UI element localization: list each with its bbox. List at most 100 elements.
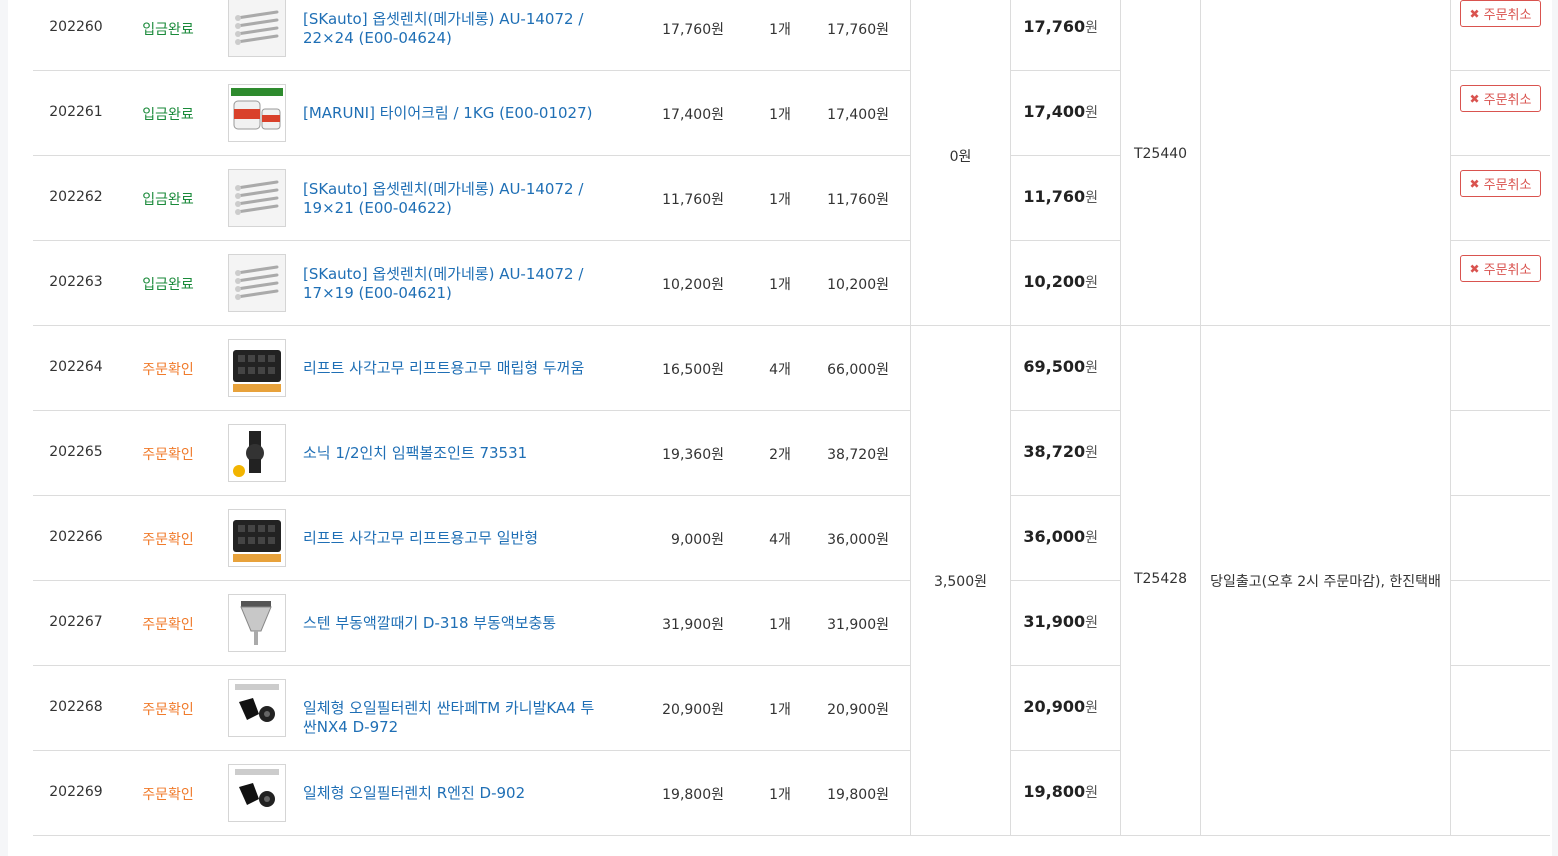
rubber-product-image [229, 510, 285, 566]
product-thumbnail[interactable] [228, 339, 286, 397]
product-name-link[interactable]: 소닉 1/2인치 임팩볼조인트 73531 [303, 444, 528, 462]
currency-unit: 원 [1085, 360, 1098, 376]
cancel-order-label: 주문취소 [1483, 178, 1532, 193]
group-divider [910, 835, 1550, 836]
action-cell [1451, 496, 1550, 581]
cancel-order-button[interactable]: ✖ 주문취소 [1460, 170, 1541, 197]
product-thumbnail[interactable] [228, 0, 286, 57]
product-thumbnail[interactable] [228, 594, 286, 652]
payment-amount-value: 38,720 [1023, 442, 1086, 461]
unit-price: 20,900원 [662, 702, 724, 718]
action-cell: ✖ 주문취소 [1451, 156, 1550, 241]
product-name-link[interactable]: [SKauto] 옵셋렌치(메가네롱) AU-14072 / 22×24 (E0… [303, 10, 584, 47]
currency-unit: 원 [1085, 105, 1098, 121]
unit-price: 19,360원 [662, 447, 724, 463]
cancel-order-button[interactable]: ✖ 주문취소 [1460, 85, 1541, 112]
divider [1200, 0, 1201, 836]
quantity: 1개 [769, 107, 791, 123]
product-name-link[interactable]: [SKauto] 옵셋렌치(메가네롱) AU-14072 / 17×19 (E0… [303, 265, 584, 302]
product-name-link[interactable]: 리프트 사각고무 리프트용고무 매립형 두꺼움 [303, 359, 585, 377]
order-status: 주문확인 [142, 617, 194, 633]
payment-total: 11,760원 [1011, 156, 1120, 241]
product-name-link[interactable]: [MARUNI] 타이어크림 / 1KG (E00-01027) [303, 104, 593, 122]
payment-amount-value: 31,900 [1023, 612, 1086, 631]
payment-amount: 17,400원 [1023, 102, 1098, 122]
payment-total: 17,760원 [1011, 0, 1120, 71]
product-name-link[interactable]: 일체형 오일필터렌치 R엔진 D-902 [303, 784, 526, 802]
product-name-link[interactable]: 리프트 사각고무 리프트용고무 일반형 [303, 529, 539, 547]
order-number: 202260 [49, 19, 103, 35]
cancel-order-button[interactable]: ✖ 주문취소 [1460, 0, 1541, 27]
cancel-order-button[interactable]: ✖ 주문취소 [1460, 255, 1541, 282]
product-name-link[interactable]: [SKauto] 옵셋렌치(메가네롱) AU-14072 / 19×21 (E0… [303, 180, 584, 217]
action-cell [1451, 666, 1550, 751]
currency-unit: 원 [1085, 530, 1098, 546]
product-thumbnail[interactable] [228, 509, 286, 567]
order-number: 202263 [49, 274, 103, 290]
tracking-number: T25440 [1133, 146, 1188, 162]
quantity: 1개 [769, 277, 791, 293]
group-divider [910, 325, 1550, 326]
unit-price: 19,800원 [662, 787, 724, 803]
action-cell [1451, 751, 1550, 836]
product-thumbnail[interactable] [228, 84, 286, 142]
order-number: 202267 [49, 614, 103, 630]
action-cell [1451, 326, 1550, 411]
order-row: 202260 입금완료 [SKauto] 옵셋렌치(메가네롱) AU-14072 /… [33, 0, 911, 71]
unit-price: 9,000원 [671, 532, 724, 548]
quantity: 4개 [769, 532, 791, 548]
currency-unit: 원 [1085, 20, 1098, 36]
divider [1010, 0, 1011, 836]
divider [1120, 0, 1121, 836]
payment-amount-value: 17,400 [1023, 102, 1086, 121]
rubber-product-image [229, 340, 285, 396]
order-status: 입금완료 [142, 277, 194, 293]
payment-amount-value: 17,760 [1023, 17, 1086, 36]
product-thumbnail[interactable] [228, 424, 286, 482]
currency-unit: 원 [1085, 785, 1098, 801]
cancel-order-label: 주문취소 [1483, 263, 1532, 278]
line-sum: 36,000원 [827, 532, 889, 548]
unit-price: 31,900원 [662, 617, 724, 633]
funnel-product-image [229, 595, 285, 651]
order-number: 202262 [49, 189, 103, 205]
product-thumbnail[interactable] [228, 169, 286, 227]
divider [910, 0, 911, 836]
shipping-fee: 0원 [949, 149, 972, 165]
payment-amount: 17,760원 [1023, 17, 1098, 37]
product-name-link[interactable]: 일체형 오일필터렌치 싼타페TM 카니발KA4 투싼NX4 D-972 [303, 699, 595, 736]
wrench-product-image [229, 255, 285, 311]
payment-total: 69,500원 [1011, 326, 1120, 411]
payment-amount-value: 19,800 [1023, 782, 1086, 801]
currency-unit: 원 [1085, 615, 1098, 631]
payment-amount: 20,900원 [1023, 697, 1098, 717]
payment-total: 17,400원 [1011, 71, 1120, 156]
order-row: 202269 주문확인 일체형 오일필터렌치 R엔진 D-902 19,800원 1개 1… [33, 751, 911, 836]
line-sum: 11,760원 [827, 192, 889, 208]
order-number: 202264 [49, 359, 103, 375]
tracking-number: T25428 [1133, 571, 1188, 587]
product-thumbnail[interactable] [228, 679, 286, 737]
order-number: 202266 [49, 529, 103, 545]
product-thumbnail[interactable] [228, 254, 286, 312]
order-row: 202266 주문확인 리프트 사각고무 리프트용고무 일반형 9,000원 4개 36,… [33, 496, 911, 581]
line-sum: 38,720원 [827, 447, 889, 463]
order-status: 주문확인 [142, 787, 194, 803]
divider [1450, 0, 1451, 836]
currency-unit: 원 [1085, 700, 1098, 716]
action-cell: ✖ 주문취소 [1451, 71, 1550, 156]
payment-amount-value: 69,500 [1023, 357, 1086, 376]
order-number: 202261 [49, 104, 103, 120]
quantity: 2개 [769, 447, 791, 463]
order-row: 202261 입금완료 [MARUNI] 타이어크림 / 1KG (E00-0102… [33, 71, 911, 156]
unit-price: 10,200원 [662, 277, 724, 293]
currency-unit: 원 [1085, 445, 1098, 461]
order-number: 202265 [49, 444, 103, 460]
payment-amount: 10,200원 [1023, 272, 1098, 292]
product-thumbnail[interactable] [228, 764, 286, 822]
order-status: 입금완료 [142, 107, 194, 123]
order-row: 202264 주문확인 리프트 사각고무 리프트용고무 매립형 두꺼움 16,500원… [33, 326, 911, 411]
cancel-order-label: 주문취소 [1483, 93, 1532, 108]
product-name-link[interactable]: 스텐 부동액깔때기 D-318 부동액보충통 [303, 614, 557, 632]
order-row: 202262 입금완료 [SKauto] 옵셋렌치(메가네롱) AU-14072 /… [33, 156, 911, 241]
